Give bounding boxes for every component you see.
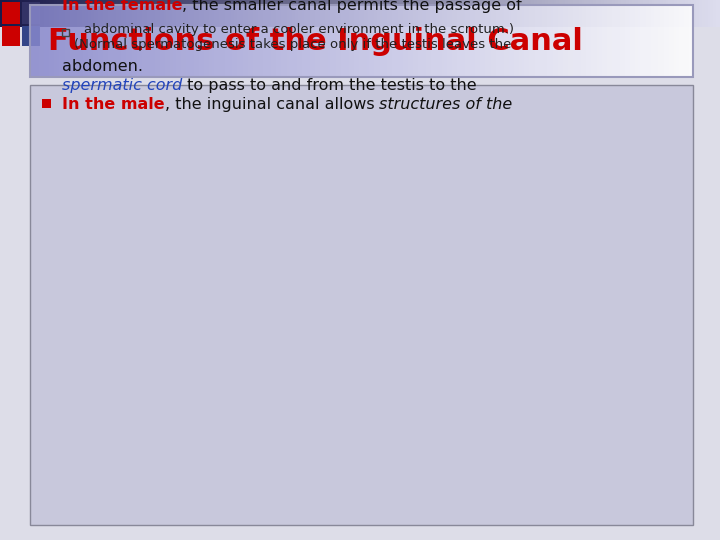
Bar xyxy=(22,26,40,46)
Text: (Normal spermatogenesis takes place only if the testis leaves the: (Normal spermatogenesis takes place only… xyxy=(74,38,511,51)
Text: abdominal cavity to enter a cooler environment in the scrotum.): abdominal cavity to enter a cooler envir… xyxy=(84,23,514,36)
Text: spermatic cord: spermatic cord xyxy=(62,78,182,93)
Bar xyxy=(30,85,693,525)
Bar xyxy=(22,2,40,24)
Bar xyxy=(62,29,69,36)
Text: , the inguinal canal allows: , the inguinal canal allows xyxy=(165,97,379,112)
Text: structures of the: structures of the xyxy=(379,97,513,112)
Text: In the female: In the female xyxy=(62,0,182,13)
Bar xyxy=(2,26,20,46)
Text: Functions of the Inguinal Canal: Functions of the Inguinal Canal xyxy=(48,26,583,56)
Text: to pass to and from the testis to the: to pass to and from the testis to the xyxy=(182,78,477,93)
Text: abdomen.: abdomen. xyxy=(62,59,143,74)
Bar xyxy=(42,99,51,108)
Text: , the smaller canal permits the passage of: , the smaller canal permits the passage … xyxy=(182,0,522,13)
Bar xyxy=(2,2,20,24)
Text: In the male: In the male xyxy=(62,97,165,112)
Bar xyxy=(30,5,693,77)
